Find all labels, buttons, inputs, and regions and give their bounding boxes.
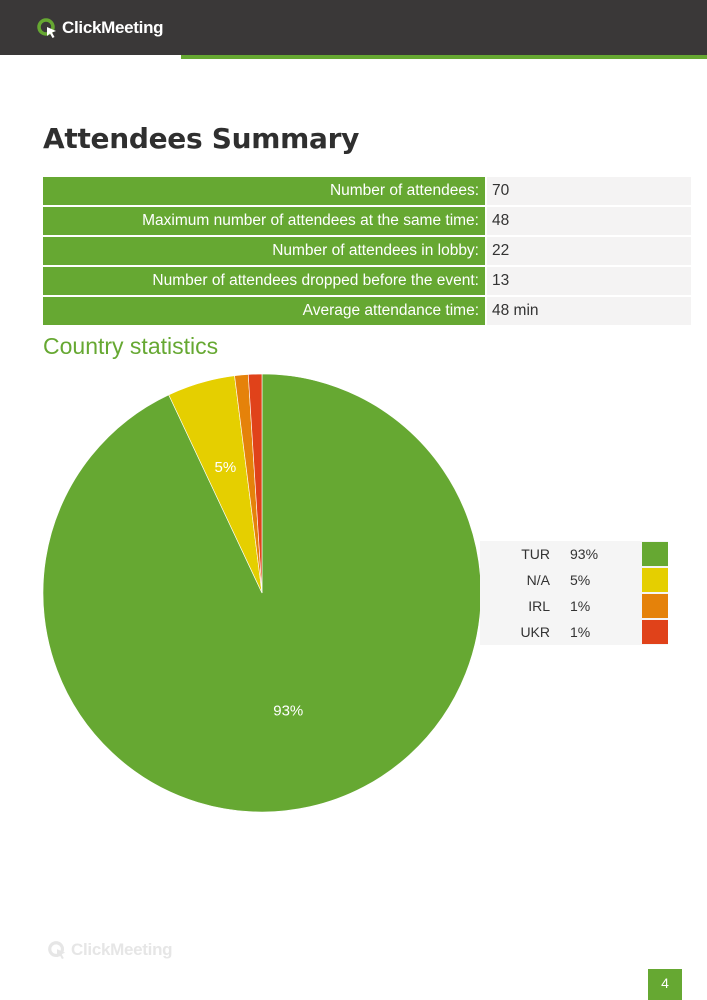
legend-row: N/A 5% <box>480 567 668 593</box>
legend-country-code: N/A <box>526 572 550 588</box>
header-logo: ClickMeeting <box>36 15 164 41</box>
pie-slice-ukr <box>247 373 263 594</box>
pie-label-tur: 93% <box>273 703 303 720</box>
summary-row: Number of attendees: 70 <box>43 177 691 207</box>
legend-swatch-cell <box>630 567 668 593</box>
summary-value: 48 min <box>487 297 691 327</box>
legend-percentage: 1% <box>570 624 591 640</box>
summary-label: Average attendance time: <box>43 297 487 327</box>
legend-country-code: TUR <box>521 546 550 562</box>
legend-swatch-cell <box>630 619 668 645</box>
summary-value: 22 <box>487 237 691 267</box>
legend-percentage: 93% <box>570 546 599 562</box>
summary-value: 70 <box>487 177 691 207</box>
summary-value: 48 <box>487 207 691 237</box>
summary-row: Number of attendees in lobby: 22 <box>43 237 691 267</box>
summary-row: Maximum number of attendees at the same … <box>43 207 691 237</box>
summary-row: Average attendance time: 48 min <box>43 297 691 327</box>
legend-row: IRL 1% <box>480 593 668 619</box>
legend-color-swatch <box>642 542 668 566</box>
legend-swatch-cell <box>630 593 668 619</box>
top-bar <box>0 0 707 55</box>
country-pie-chart: 93% 5% <box>42 373 482 813</box>
page-number: 4 <box>648 969 682 1000</box>
legend-color-swatch <box>642 594 668 618</box>
page-title: Attendees Summary <box>43 122 360 155</box>
summary-row: Number of attendees dropped before the e… <box>43 267 691 297</box>
legend-country-code: IRL <box>528 598 550 614</box>
legend-row: TUR 93% <box>480 541 668 567</box>
summary-label: Maximum number of attendees at the same … <box>43 207 487 237</box>
legend-color-swatch <box>642 620 668 644</box>
attendees-summary-table: Number of attendees: 70 Maximum number of … <box>43 177 691 327</box>
summary-label: Number of attendees dropped before the e… <box>43 267 487 297</box>
footer-logo-text: ClickMeeting <box>71 940 173 959</box>
pie-label-na: 5% <box>214 459 236 476</box>
top-bar-accent <box>181 55 707 59</box>
summary-label: Number of attendees in lobby: <box>43 237 487 267</box>
legend-country-code: UKR <box>520 624 550 640</box>
clickmeeting-footer-logo-icon <box>48 941 66 960</box>
clickmeeting-logo-icon <box>37 18 56 38</box>
summary-value: 13 <box>487 267 691 297</box>
header-logo-text: ClickMeeting <box>62 18 164 37</box>
legend-percentage: 1% <box>570 598 591 614</box>
legend-percentage: 5% <box>570 572 591 588</box>
legend-row: UKR 1% <box>480 619 668 645</box>
legend-swatch-cell <box>630 541 668 567</box>
summary-label: Number of attendees: <box>43 177 487 207</box>
country-legend: TUR 93% N/A 5% IRL 1% UKR 1% <box>480 541 668 645</box>
footer-logo: ClickMeeting <box>47 940 173 960</box>
country-statistics-title: Country statistics <box>43 333 219 359</box>
legend-color-swatch <box>642 568 668 592</box>
